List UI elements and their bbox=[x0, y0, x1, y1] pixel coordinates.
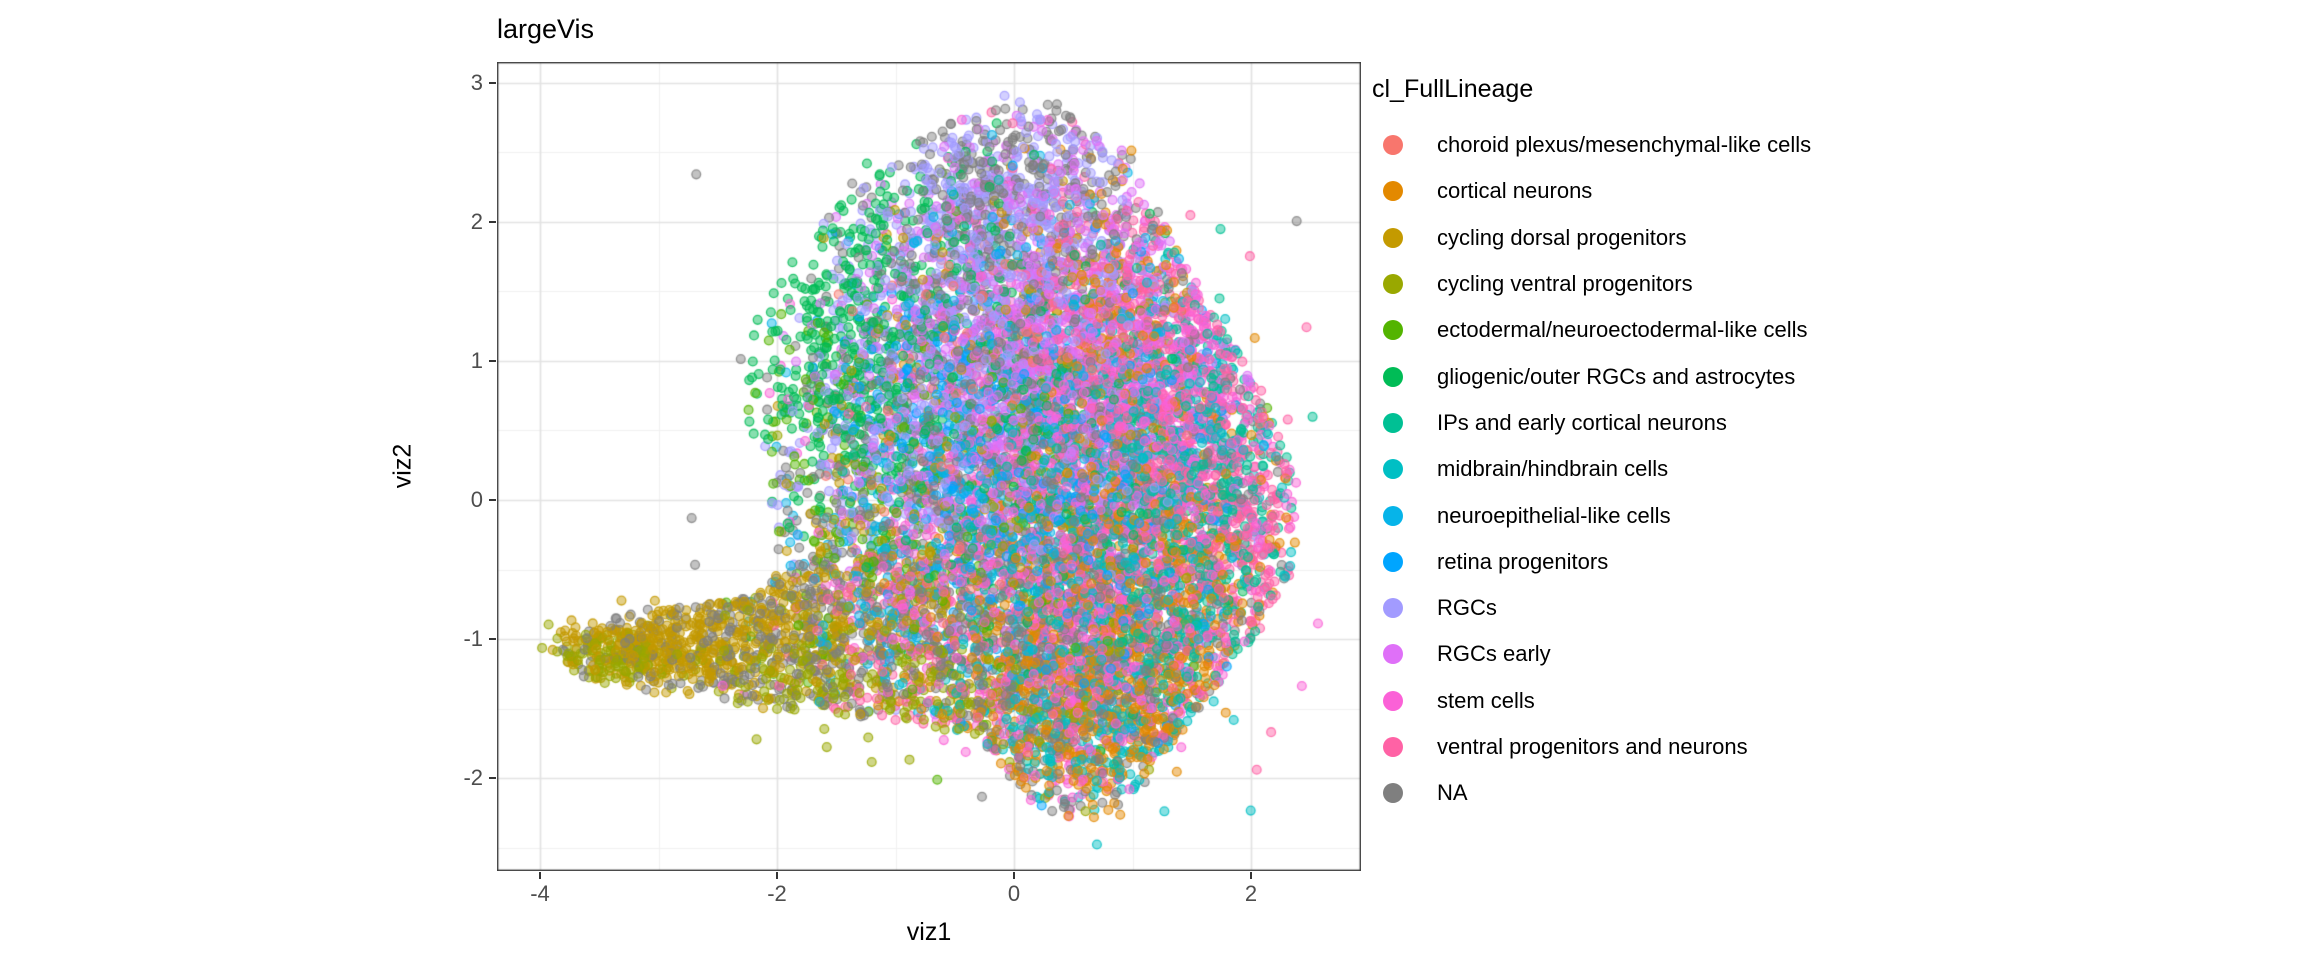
legend-item: midbrain/hindbrain cells bbox=[1372, 446, 1811, 492]
scatter-canvas bbox=[497, 62, 1361, 871]
legend-key-dot-icon bbox=[1383, 181, 1403, 202]
legend-item: NA bbox=[1372, 770, 1811, 816]
legend-item: choroid plexus/mesenchymal-like cells bbox=[1372, 122, 1811, 168]
legend-key-dot-icon bbox=[1383, 366, 1403, 387]
x-tick-label: -4 bbox=[530, 881, 550, 906]
y-axis-title: viz2 bbox=[388, 443, 417, 489]
legend-item: ectodermal/neuroectodermal-like cells bbox=[1372, 307, 1811, 353]
legend-item-label: RGCs bbox=[1437, 595, 1497, 621]
legend-item-label: RGCs early bbox=[1437, 641, 1551, 667]
legend-item: RGCs bbox=[1372, 585, 1811, 631]
legend-item-label: ectodermal/neuroectodermal-like cells bbox=[1437, 317, 1808, 343]
x-tick-mark bbox=[1250, 872, 1253, 879]
legend-key-dot-icon bbox=[1383, 459, 1403, 480]
legend-item-label: IPs and early cortical neurons bbox=[1437, 409, 1727, 435]
y-tick-mark bbox=[489, 498, 496, 501]
plot-title: largeVis bbox=[497, 14, 595, 44]
legend-key-dot-icon bbox=[1383, 690, 1403, 711]
legend-key-dot-icon bbox=[1383, 227, 1403, 248]
x-tick-label: -2 bbox=[767, 881, 787, 906]
x-tick-mark bbox=[539, 872, 542, 879]
legend-key-dot-icon bbox=[1383, 135, 1403, 156]
legend-item: gliogenic/outer RGCs and astrocytes bbox=[1372, 353, 1811, 399]
legend-key-dot-icon bbox=[1383, 598, 1403, 619]
legend-key-dot-icon bbox=[1383, 505, 1403, 526]
y-tick-mark bbox=[489, 359, 496, 362]
legend-item-label: neuroepithelial-like cells bbox=[1437, 502, 1671, 528]
y-tick-mark bbox=[489, 220, 496, 223]
legend-item-label: stem cells bbox=[1437, 687, 1535, 713]
legend-item-label: cycling ventral progenitors bbox=[1437, 271, 1693, 297]
y-tick-label: 2 bbox=[470, 208, 483, 234]
legend-item: neuroepithelial-like cells bbox=[1372, 492, 1811, 538]
y-tick-label: -2 bbox=[463, 765, 483, 790]
legend-key-dot-icon bbox=[1383, 412, 1403, 433]
y-tick-mark bbox=[489, 777, 496, 779]
legend-item-label: ventral progenitors and neurons bbox=[1437, 734, 1748, 759]
x-axis-title: viz1 bbox=[906, 918, 952, 946]
x-tick-label: 2 bbox=[1244, 881, 1258, 906]
legend-item-label: midbrain/hindbrain cells bbox=[1437, 456, 1669, 482]
legend-item: RGCs early bbox=[1372, 631, 1811, 677]
legend-item-label: gliogenic/outer RGCs and astrocytes bbox=[1437, 363, 1796, 389]
x-tick-label: 0 bbox=[1007, 881, 1021, 906]
legend-item-label: cortical neurons bbox=[1437, 178, 1593, 204]
legend-item-label: cycling dorsal progenitors bbox=[1437, 224, 1687, 250]
x-tick-mark bbox=[776, 872, 779, 879]
plot-panel bbox=[497, 62, 1361, 871]
legend: cl_FullLineage choroid plexus/mesenchyma… bbox=[1372, 62, 1811, 816]
y-tick-label: 3 bbox=[470, 69, 483, 95]
legend-item-label: NA bbox=[1437, 780, 1468, 806]
legend-item-label: choroid plexus/mesenchymal-like cells bbox=[1437, 132, 1812, 158]
legend-item: retina progenitors bbox=[1372, 539, 1811, 585]
y-tick-label: 0 bbox=[470, 486, 483, 512]
y-tick-label: 1 bbox=[470, 347, 483, 373]
y-tick-mark bbox=[489, 638, 496, 640]
legend-key-dot-icon bbox=[1383, 320, 1403, 341]
legend-item: cycling ventral progenitors bbox=[1372, 261, 1811, 307]
legend-item: IPs and early cortical neurons bbox=[1372, 400, 1811, 446]
legend-key-dot-icon bbox=[1383, 644, 1403, 665]
legend-item: cortical neurons bbox=[1372, 168, 1811, 214]
y-tick-label: -1 bbox=[463, 626, 483, 651]
legend-item: ventral progenitors and neurons bbox=[1372, 724, 1811, 770]
legend-items: choroid plexus/mesenchymal-like cells cor… bbox=[1372, 122, 1811, 816]
x-tick-mark bbox=[1013, 872, 1016, 879]
legend-item: cycling dorsal progenitors bbox=[1372, 215, 1811, 261]
legend-key-dot-icon bbox=[1383, 737, 1403, 757]
legend-key-dot-icon bbox=[1383, 551, 1403, 572]
legend-title: cl_FullLineage bbox=[1372, 75, 1534, 103]
y-tick-mark bbox=[489, 81, 496, 84]
legend-item: stem cells bbox=[1372, 678, 1811, 724]
legend-key-dot-icon bbox=[1383, 274, 1403, 295]
legend-key-dot-icon bbox=[1383, 783, 1403, 804]
legend-item-label: retina progenitors bbox=[1437, 548, 1609, 574]
